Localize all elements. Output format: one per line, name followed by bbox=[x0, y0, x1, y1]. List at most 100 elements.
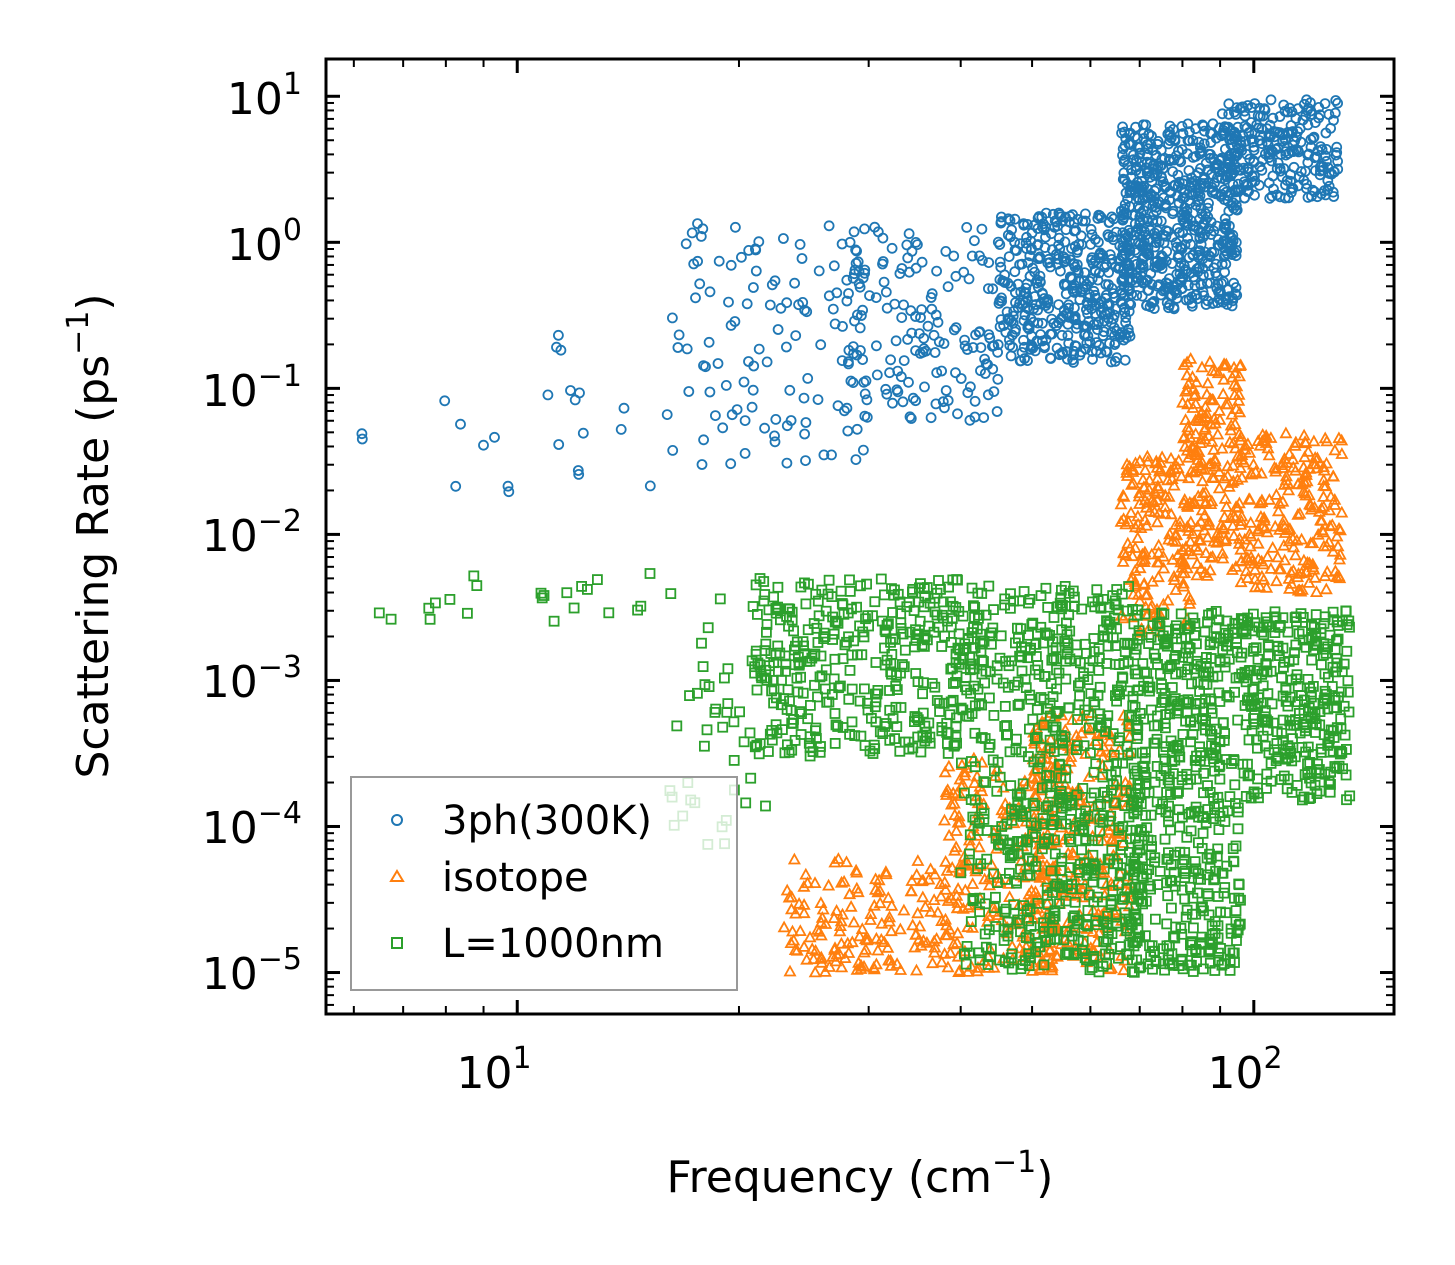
boundary-point bbox=[1124, 847, 1135, 858]
boundary-point bbox=[461, 607, 473, 619]
boundary-point bbox=[671, 720, 683, 732]
boundary-point bbox=[931, 695, 943, 706]
isotope-point bbox=[882, 910, 897, 923]
isotope-point bbox=[1150, 471, 1164, 484]
3ph-point bbox=[1330, 149, 1342, 161]
isotope-point bbox=[1124, 505, 1138, 518]
3ph-point bbox=[1268, 183, 1279, 195]
isotope-point bbox=[1319, 456, 1334, 469]
isotope-point bbox=[1204, 550, 1218, 563]
boundary-point bbox=[849, 730, 861, 741]
isotope-point bbox=[1145, 574, 1159, 587]
isotope-point bbox=[966, 877, 980, 889]
isotope-point bbox=[910, 867, 924, 880]
isotope-point bbox=[1306, 536, 1320, 548]
isotope-point bbox=[873, 884, 887, 896]
3ph-point bbox=[1215, 154, 1227, 166]
series-3ph bbox=[356, 94, 1344, 498]
isotope-point bbox=[1317, 463, 1331, 476]
isotope-point bbox=[1184, 515, 1198, 528]
3ph-point bbox=[993, 297, 1005, 309]
3ph-point bbox=[1027, 342, 1039, 354]
isotope-point bbox=[1212, 465, 1226, 477]
isotope-point bbox=[1150, 515, 1164, 528]
isotope-point bbox=[1217, 510, 1232, 522]
isotope-point bbox=[1064, 750, 1078, 762]
isotope-point bbox=[1116, 555, 1130, 567]
isotope-point bbox=[1189, 464, 1203, 477]
3ph-point bbox=[910, 262, 922, 274]
3ph-point bbox=[1033, 211, 1045, 222]
isotope-point bbox=[1185, 440, 1199, 453]
3ph-point bbox=[772, 324, 784, 335]
3ph-point bbox=[992, 373, 1004, 385]
3ph-point bbox=[1146, 176, 1158, 187]
boundary-point bbox=[800, 598, 812, 610]
isotope-point bbox=[1207, 534, 1221, 547]
3ph-point bbox=[1197, 286, 1209, 298]
3ph-point bbox=[940, 385, 952, 396]
boundary-point bbox=[747, 601, 759, 612]
3ph-point bbox=[896, 312, 908, 324]
isotope-point bbox=[1282, 582, 1297, 594]
3ph-point bbox=[1081, 304, 1092, 316]
3ph-point bbox=[769, 436, 781, 448]
isotope-point bbox=[837, 874, 851, 887]
isotope-point bbox=[909, 963, 924, 976]
isotope-point bbox=[832, 947, 846, 959]
boundary-point bbox=[759, 589, 771, 600]
isotope-point bbox=[851, 885, 865, 898]
isotope-point bbox=[940, 863, 954, 876]
3ph-point bbox=[1040, 300, 1052, 312]
3ph-point bbox=[799, 428, 810, 440]
3ph-point bbox=[818, 449, 830, 461]
3ph-point bbox=[847, 377, 859, 389]
3ph-point bbox=[854, 281, 866, 293]
3ph-point bbox=[1308, 131, 1320, 143]
3ph-point bbox=[781, 297, 793, 309]
boundary-point bbox=[816, 584, 828, 596]
isotope-point bbox=[1169, 534, 1183, 547]
boundary-point bbox=[535, 587, 547, 599]
isotope-point bbox=[941, 894, 955, 906]
isotope-point bbox=[1192, 445, 1206, 457]
boundary-point bbox=[760, 800, 771, 812]
3ph-point bbox=[667, 444, 679, 456]
3ph-point bbox=[1051, 342, 1063, 354]
3ph-point bbox=[1182, 118, 1194, 130]
3ph-point bbox=[1155, 215, 1167, 227]
3ph-point bbox=[1058, 278, 1070, 290]
isotope-point bbox=[1194, 432, 1208, 445]
isotope-point bbox=[1114, 497, 1128, 510]
3ph-point bbox=[1302, 157, 1314, 168]
3ph-point bbox=[969, 395, 981, 407]
isotope-point bbox=[792, 896, 806, 909]
3ph-point bbox=[852, 256, 864, 268]
3ph-point bbox=[975, 342, 987, 354]
3ph-point bbox=[1039, 242, 1051, 254]
isotope-point bbox=[1217, 357, 1231, 370]
3ph-point bbox=[1144, 301, 1156, 313]
3ph-point bbox=[1238, 176, 1250, 188]
3ph-point bbox=[1194, 190, 1206, 202]
3ph-point bbox=[916, 304, 927, 316]
isotope-point bbox=[1099, 878, 1113, 890]
3ph-point bbox=[1226, 249, 1238, 261]
3ph-point bbox=[902, 333, 913, 345]
isotope-point bbox=[1227, 529, 1241, 541]
isotope-point bbox=[1140, 518, 1154, 531]
3ph-point bbox=[854, 322, 866, 334]
3ph-point bbox=[1105, 356, 1117, 368]
3ph-point bbox=[850, 244, 861, 256]
boundary-point bbox=[860, 613, 871, 625]
isotope-point bbox=[1300, 474, 1314, 487]
isotope-point bbox=[1145, 547, 1159, 560]
3ph-point bbox=[1207, 118, 1219, 130]
boundary-point bbox=[385, 613, 397, 625]
3ph-point bbox=[697, 223, 709, 235]
boundary-point bbox=[911, 712, 923, 723]
3ph-point bbox=[683, 386, 695, 397]
3ph-point bbox=[1071, 285, 1083, 297]
boundary-point bbox=[702, 622, 714, 634]
3ph-point bbox=[1328, 114, 1339, 126]
